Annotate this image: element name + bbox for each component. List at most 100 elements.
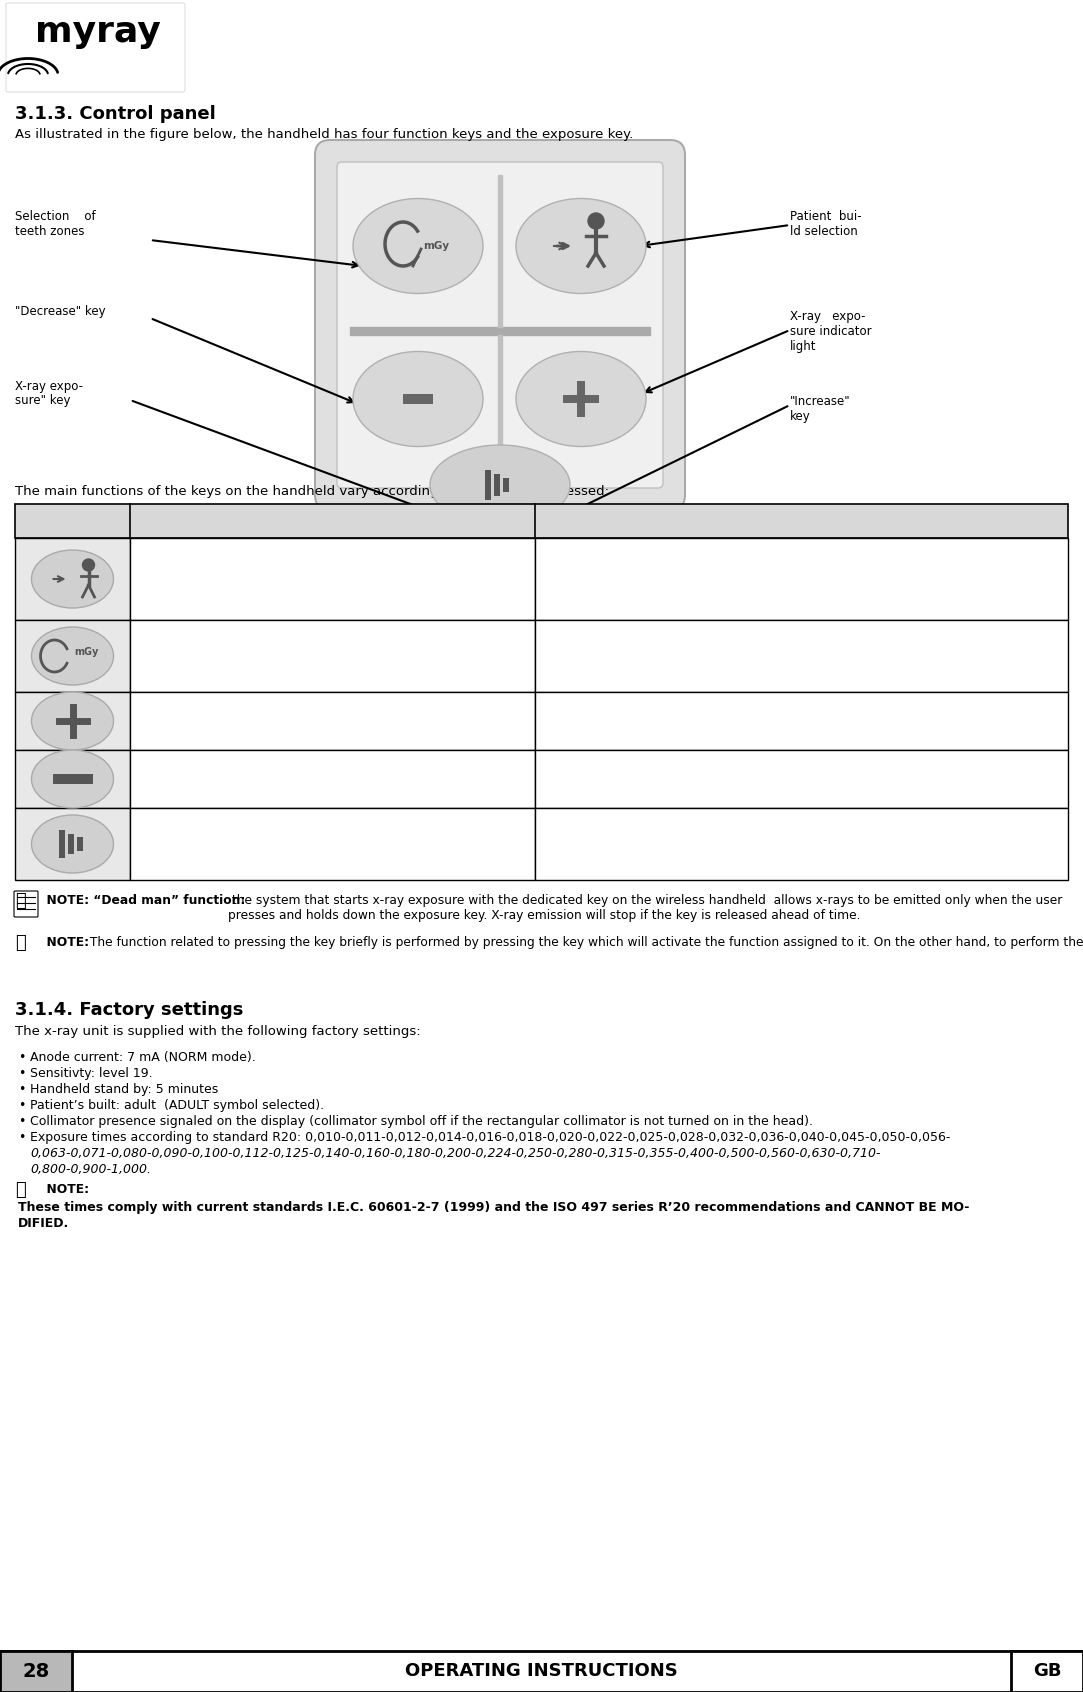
Text: Increases the exposure times in steps, according
to the set scale.: Increases the exposure times in steps, a… [136, 756, 436, 787]
Bar [494, 474, 500, 496]
Text: Increases the scroll speed of the values in decreasing order.: Increases the scroll speed of the values… [542, 756, 910, 770]
Bar [403, 394, 433, 404]
Text: PRESSED LONGER (more than 3 sec.): PRESSED LONGER (more than 3 sec.) [650, 513, 953, 528]
Text: Selection    of: Selection of [15, 210, 95, 223]
Bar [535, 750, 1068, 809]
Bar [503, 479, 509, 492]
Bar [0, 1651, 1083, 1692]
Text: 0,800-0,900-1,000.: 0,800-0,900-1,000. [30, 1162, 151, 1176]
Text: 📝: 📝 [15, 934, 26, 953]
Text: 3.1.3. Control panel: 3.1.3. Control panel [15, 105, 216, 124]
Bar [130, 538, 535, 619]
Bar [563, 394, 599, 403]
Ellipse shape [516, 352, 645, 447]
Text: Changes amongst the various types of teeth to se-
lect the area to be examined.: Changes amongst the various types of tee… [136, 628, 448, 656]
Text: •: • [18, 1115, 25, 1129]
Text: 3.1.4. Factory settings: 3.1.4. Factory settings [15, 1002, 244, 1019]
Bar [58, 831, 65, 858]
Bar [15, 692, 130, 750]
FancyBboxPatch shape [315, 140, 686, 509]
Bar [130, 809, 535, 880]
Text: Collimator presence signaled on the display (collimator symbol off if the rectan: Collimator presence signaled on the disp… [30, 1115, 813, 1129]
Ellipse shape [31, 628, 114, 685]
Text: "Increase": "Increase" [790, 394, 850, 408]
Bar [130, 692, 535, 750]
Ellipse shape [516, 198, 645, 293]
Text: NOTE: “Dead man” function:: NOTE: “Dead man” function: [38, 893, 246, 907]
Text: Increases the scroll speed of the values in increasing order.: Increases the scroll speed of the values… [542, 699, 905, 712]
Text: •: • [18, 1130, 25, 1144]
Ellipse shape [31, 816, 114, 873]
Bar [15, 750, 130, 809]
Text: •: • [18, 1083, 25, 1096]
Text: The function related to pressing the key briefly is performed by pressing the ke: The function related to pressing the key… [86, 936, 1083, 949]
Text: sure indicator: sure indicator [790, 325, 872, 338]
Text: 28: 28 [23, 1662, 50, 1680]
Circle shape [588, 213, 604, 228]
Text: myray: myray [35, 15, 160, 49]
Bar [0, 1651, 71, 1692]
Text: GB: GB [1033, 1663, 1061, 1680]
Text: Increases the exposure times in steps, according
to the set scale.: Increases the exposure times in steps, a… [136, 699, 436, 729]
Bar [577, 381, 585, 416]
Bar [52, 773, 92, 783]
Text: Changes over from ADULT to CHILD and vice ver-
sa  (takes place when key is rele: Changes over from ADULT to CHILD and vic… [136, 545, 438, 575]
Bar [15, 809, 130, 880]
Text: BRIEFLY PRESSED (less than 3 sec.): BRIEFLY PRESSED (less than 3 sec.) [186, 513, 479, 528]
Text: Saves, if permitted, the sensitivity of the new tme selected.
The memo icon (►) : Saves, if permitted, the sensitivity of … [542, 545, 909, 592]
FancyBboxPatch shape [6, 3, 185, 91]
Bar [67, 834, 74, 854]
Text: mGy: mGy [75, 646, 99, 656]
Bar [1012, 1651, 1083, 1692]
Text: These times comply with current standards I.E.C. 60601-2-7 (1999) and the ISO 49: These times comply with current standard… [18, 1201, 969, 1213]
Ellipse shape [430, 445, 570, 525]
Text: •: • [18, 1068, 25, 1079]
Bar [15, 504, 1068, 538]
Text: NOTE:: NOTE: [38, 936, 89, 949]
Text: OPERATING INSTRUCTIONS: OPERATING INSTRUCTIONS [405, 1663, 677, 1680]
Text: •: • [18, 1100, 25, 1112]
Text: The main functions of the keys on the handheld vary according to how they are pr: The main functions of the keys on the ha… [15, 486, 609, 497]
Bar [77, 838, 82, 851]
Text: KEY: KEY [56, 513, 89, 528]
Bar [535, 809, 1068, 880]
Ellipse shape [31, 550, 114, 607]
Text: mGy: mGy [423, 240, 449, 250]
Text: Sensitivty: level 19.: Sensitivty: level 19. [30, 1068, 153, 1079]
Text: the system that starts x-ray exposure with the dedicated key on the wireless han: the system that starts x-ray exposure wi… [229, 893, 1062, 922]
Text: NO EFFECTS ARE OBTAINED IF THE KEY IS
PRESSED LESS THAN A SECOND.: NO EFFECTS ARE OBTAINED IF THE KEY IS PR… [136, 816, 392, 844]
Text: teeth zones: teeth zones [15, 225, 84, 239]
Text: NOTE:: NOTE: [38, 1183, 89, 1196]
Text: ld selection: ld selection [790, 225, 858, 239]
Circle shape [82, 558, 94, 570]
Text: X-ray expo-: X-ray expo- [15, 381, 83, 393]
Text: light: light [790, 340, 817, 354]
Ellipse shape [353, 352, 483, 447]
FancyArrowPatch shape [553, 242, 566, 249]
Text: 0,063-0,071-0,080-0,090-0,100-0,112-0,125-0,140-0,160-0,180-0,200-0,224-0,250-0,: 0,063-0,071-0,080-0,090-0,100-0,112-0,12… [30, 1147, 880, 1161]
Text: key: key [790, 409, 811, 423]
Text: The x-ray unit is supplied with the following factory settings:: The x-ray unit is supplied with the foll… [15, 1025, 420, 1037]
Bar [535, 692, 1068, 750]
Text: DIFIED.: DIFIED. [18, 1217, 69, 1230]
Text: As illustrated in the figure below, the handheld has four function keys and the : As illustrated in the figure below, the … [15, 129, 634, 140]
Text: Handheld stand by: 5 minutes: Handheld stand by: 5 minutes [30, 1083, 219, 1096]
Text: 📝: 📝 [15, 1181, 26, 1200]
Text: sure" key: sure" key [15, 394, 70, 408]
Text: Patient’s built: adult  (ADULT symbol selected).: Patient’s built: adult (ADULT symbol sel… [30, 1100, 324, 1112]
Bar [130, 619, 535, 692]
Text: 📝: 📝 [15, 892, 26, 910]
Text: Patient  bui-: Patient bui- [790, 210, 862, 223]
Bar [535, 538, 1068, 619]
Ellipse shape [353, 198, 483, 293]
Text: Exposure times according to standard R20: 0,010-0,011-0,012-0,014-0,016-0,018-0,: Exposure times according to standard R20… [30, 1130, 951, 1144]
Text: X-ray   expo-: X-ray expo- [790, 310, 865, 323]
Ellipse shape [31, 750, 114, 809]
Text: Displays the exposition time of the tooth in mGy and, if the key
is held down a : Displays the exposition time of the toot… [542, 628, 930, 656]
Text: Anode current: 7 mA (NORM mode).: Anode current: 7 mA (NORM mode). [30, 1051, 256, 1064]
FancyBboxPatch shape [337, 162, 663, 487]
Bar [15, 619, 130, 692]
Bar [15, 538, 130, 619]
Bar [535, 619, 1068, 692]
Ellipse shape [31, 692, 114, 750]
